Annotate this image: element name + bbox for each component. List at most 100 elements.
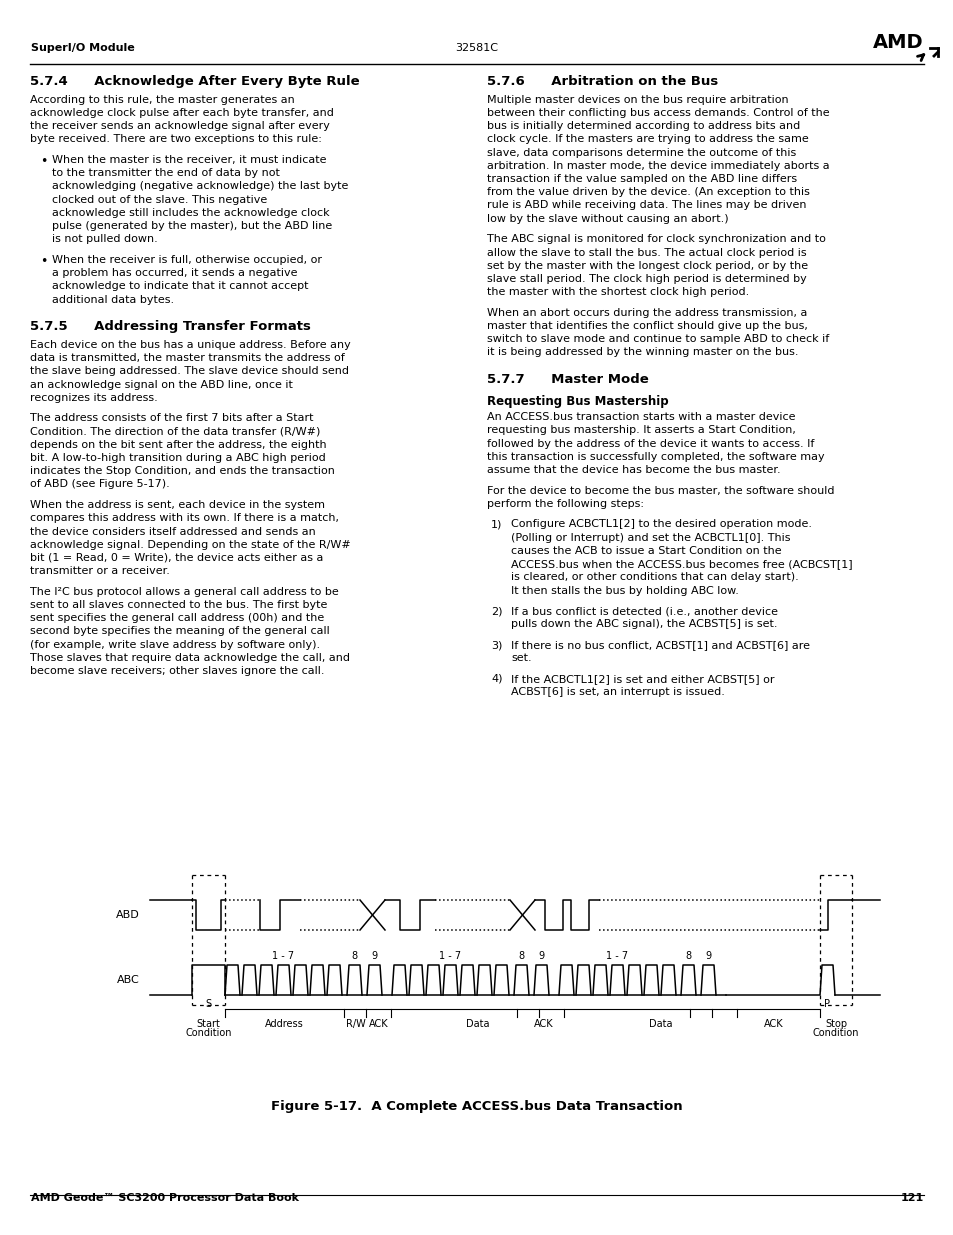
Text: P: P: [823, 999, 830, 1009]
Text: become slave receivers; other slaves ignore the call.: become slave receivers; other slaves ign…: [30, 666, 324, 676]
Text: The ABC signal is monitored for clock synchronization and to: The ABC signal is monitored for clock sy…: [486, 235, 825, 245]
Text: compares this address with its own. If there is a match,: compares this address with its own. If t…: [30, 514, 338, 524]
Text: additional data bytes.: additional data bytes.: [52, 295, 174, 305]
Text: bus is initially determined according to address bits and: bus is initially determined according to…: [486, 121, 800, 131]
Text: set by the master with the longest clock period, or by the: set by the master with the longest clock…: [486, 261, 807, 270]
Text: Stop: Stop: [824, 1019, 846, 1029]
Text: from the value driven by the device. (An exception to this: from the value driven by the device. (An…: [486, 188, 809, 198]
Text: 5.7.4  Acknowledge After Every Byte Rule: 5.7.4 Acknowledge After Every Byte Rule: [30, 75, 359, 88]
Text: clocked out of the slave. This negative: clocked out of the slave. This negative: [52, 195, 267, 205]
Text: recognizes its address.: recognizes its address.: [30, 393, 157, 403]
Text: set.: set.: [511, 653, 531, 663]
Text: Start: Start: [196, 1019, 220, 1029]
Text: 5.7.7  Master Mode: 5.7.7 Master Mode: [486, 373, 648, 387]
Text: 32581C: 32581C: [455, 43, 498, 53]
Text: For the device to become the bus master, the software should: For the device to become the bus master,…: [486, 485, 834, 495]
Text: (for example, write slave address by software only).: (for example, write slave address by sof…: [30, 640, 320, 650]
Text: Multiple master devices on the bus require arbitration: Multiple master devices on the bus requi…: [486, 95, 788, 105]
Text: If a bus conflict is detected (i.e., another device: If a bus conflict is detected (i.e., ano…: [511, 606, 778, 616]
Text: of ABD (see Figure 5-17).: of ABD (see Figure 5-17).: [30, 479, 170, 489]
Text: 9: 9: [537, 951, 544, 961]
Text: the master with the shortest clock high period.: the master with the shortest clock high …: [486, 288, 748, 298]
Text: R/W: R/W: [345, 1019, 365, 1029]
Text: between their conflicting bus access demands. Control of the: between their conflicting bus access dem…: [486, 107, 829, 119]
Text: ACCESS.bus when the ACCESS.bus becomes free (ACBCST[1]: ACCESS.bus when the ACCESS.bus becomes f…: [511, 559, 852, 569]
Text: It then stalls the bus by holding ABC low.: It then stalls the bus by holding ABC lo…: [511, 585, 739, 595]
Text: sent specifies the general call address (00h) and the: sent specifies the general call address …: [30, 614, 324, 624]
Text: 9: 9: [371, 951, 377, 961]
Text: 8: 8: [351, 951, 357, 961]
Text: ACK: ACK: [534, 1019, 554, 1029]
Text: 1 - 7: 1 - 7: [606, 951, 628, 961]
Text: it is being addressed by the winning master on the bus.: it is being addressed by the winning mas…: [486, 347, 798, 357]
Text: When an abort occurs during the address transmission, a: When an abort occurs during the address …: [486, 308, 806, 317]
Text: SuperI/O Module: SuperI/O Module: [30, 43, 134, 53]
Text: The I²C bus protocol allows a general call address to be: The I²C bus protocol allows a general ca…: [30, 587, 338, 597]
Text: depends on the bit sent after the address, the eighth: depends on the bit sent after the addres…: [30, 440, 326, 450]
Text: acknowledging (negative acknowledge) the last byte: acknowledging (negative acknowledge) the…: [52, 182, 348, 191]
Text: 1): 1): [491, 520, 502, 530]
Text: According to this rule, the master generates an: According to this rule, the master gener…: [30, 95, 294, 105]
Text: master that identifies the conflict should give up the bus,: master that identifies the conflict shou…: [486, 321, 807, 331]
Text: allow the slave to stall the bus. The actual clock period is: allow the slave to stall the bus. The ac…: [486, 247, 806, 258]
Text: to the transmitter the end of data by not: to the transmitter the end of data by no…: [52, 168, 279, 178]
Text: causes the ACB to issue a Start Condition on the: causes the ACB to issue a Start Conditio…: [511, 546, 781, 556]
Text: AMD Geode™ SC3200 Processor Data Book: AMD Geode™ SC3200 Processor Data Book: [30, 1193, 298, 1203]
Text: is not pulled down.: is not pulled down.: [52, 235, 157, 245]
Text: Data: Data: [465, 1019, 489, 1029]
Text: switch to slave mode and continue to sample ABD to check if: switch to slave mode and continue to sam…: [486, 335, 828, 345]
Text: Configure ACBCTL1[2] to the desired operation mode.: Configure ACBCTL1[2] to the desired oper…: [511, 520, 811, 530]
Text: •: •: [40, 254, 48, 268]
Text: acknowledge signal. Depending on the state of the R/W#: acknowledge signal. Depending on the sta…: [30, 540, 351, 550]
Text: data is transmitted, the master transmits the address of: data is transmitted, the master transmit…: [30, 353, 344, 363]
Text: Data: Data: [648, 1019, 672, 1029]
Text: S: S: [205, 999, 212, 1009]
Text: ABD: ABD: [116, 910, 140, 920]
Text: an acknowledge signal on the ABD line, once it: an acknowledge signal on the ABD line, o…: [30, 379, 293, 389]
Text: 4): 4): [491, 674, 502, 684]
Text: indicates the Stop Condition, and ends the transaction: indicates the Stop Condition, and ends t…: [30, 467, 335, 477]
Text: Figure 5-17.  A Complete ACCESS.bus Data Transaction: Figure 5-17. A Complete ACCESS.bus Data …: [271, 1100, 682, 1113]
Text: arbitration. In master mode, the device immediately aborts a: arbitration. In master mode, the device …: [486, 161, 829, 170]
Text: AMD: AMD: [872, 33, 923, 52]
Text: When the receiver is full, otherwise occupied, or: When the receiver is full, otherwise occ…: [52, 254, 322, 266]
Text: assume that the device has become the bus master.: assume that the device has become the bu…: [486, 466, 780, 475]
Text: When the master is the receiver, it must indicate: When the master is the receiver, it must…: [52, 156, 326, 165]
Text: bit. A low-to-high transition during a ABC high period: bit. A low-to-high transition during a A…: [30, 453, 325, 463]
Text: requesting bus mastership. It asserts a Start Condition,: requesting bus mastership. It asserts a …: [486, 425, 795, 436]
Text: Condition. The direction of the data transfer (R/W#): Condition. The direction of the data tra…: [30, 426, 320, 437]
Text: bit (1 = Read, 0 = Write), the device acts either as a: bit (1 = Read, 0 = Write), the device ac…: [30, 553, 323, 563]
Text: perform the following steps:: perform the following steps:: [486, 499, 643, 509]
Text: 2): 2): [491, 606, 502, 616]
Text: ACK: ACK: [369, 1019, 388, 1029]
Text: acknowledge clock pulse after each byte transfer, and: acknowledge clock pulse after each byte …: [30, 107, 334, 119]
Text: If the ACBCTL1[2] is set and either ACBST[5] or: If the ACBCTL1[2] is set and either ACBS…: [511, 674, 774, 684]
Text: Condition: Condition: [812, 1028, 859, 1037]
Text: the device considers itself addressed and sends an: the device considers itself addressed an…: [30, 526, 315, 536]
Text: transaction if the value sampled on the ABD line differs: transaction if the value sampled on the …: [486, 174, 797, 184]
Text: low by the slave without causing an abort.): low by the slave without causing an abor…: [486, 214, 728, 224]
Text: 5.7.6  Arbitration on the Bus: 5.7.6 Arbitration on the Bus: [486, 75, 718, 88]
Text: 9: 9: [704, 951, 711, 961]
Text: ACK: ACK: [763, 1019, 782, 1029]
Text: transmitter or a receiver.: transmitter or a receiver.: [30, 566, 170, 577]
Text: sent to all slaves connected to the bus. The first byte: sent to all slaves connected to the bus.…: [30, 600, 327, 610]
Text: followed by the address of the device it wants to access. If: followed by the address of the device it…: [486, 438, 814, 448]
Text: Each device on the bus has a unique address. Before any: Each device on the bus has a unique addr…: [30, 340, 351, 350]
Text: Condition: Condition: [185, 1028, 232, 1037]
Text: (Polling or Interrupt) and set the ACBCTL1[0]. This: (Polling or Interrupt) and set the ACBCT…: [511, 532, 790, 542]
Text: clock cycle. If the masters are trying to address the same: clock cycle. If the masters are trying t…: [486, 135, 808, 144]
Text: pulse (generated by the master), but the ABD line: pulse (generated by the master), but the…: [52, 221, 332, 231]
Text: acknowledge to indicate that it cannot accept: acknowledge to indicate that it cannot a…: [52, 282, 308, 291]
Text: •: •: [40, 156, 48, 168]
Text: the receiver sends an acknowledge signal after every: the receiver sends an acknowledge signal…: [30, 121, 330, 131]
Text: ABC: ABC: [117, 974, 140, 986]
Text: second byte specifies the meaning of the general call: second byte specifies the meaning of the…: [30, 626, 330, 636]
Text: 8: 8: [684, 951, 691, 961]
Text: 8: 8: [517, 951, 524, 961]
Text: byte received. There are two exceptions to this rule:: byte received. There are two exceptions …: [30, 135, 321, 144]
Text: When the address is sent, each device in the system: When the address is sent, each device in…: [30, 500, 325, 510]
Text: An ACCESS.bus transaction starts with a master device: An ACCESS.bus transaction starts with a …: [486, 412, 795, 422]
Text: slave, data comparisons determine the outcome of this: slave, data comparisons determine the ou…: [486, 148, 796, 158]
Text: ACBST[6] is set, an interrupt is issued.: ACBST[6] is set, an interrupt is issued.: [511, 687, 724, 697]
